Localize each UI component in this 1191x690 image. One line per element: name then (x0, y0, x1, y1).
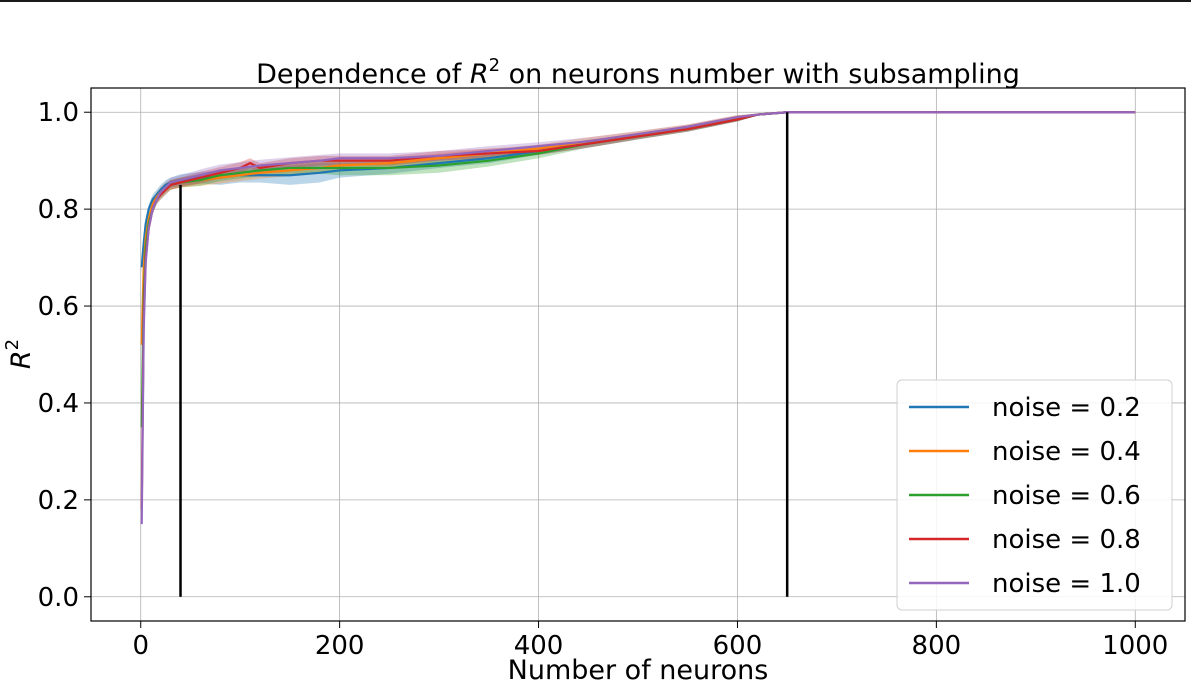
title-suffix: on neurons number with subsampling (500, 59, 1020, 90)
legend-box (896, 379, 1173, 611)
y-tick-label-0: 0.0 (38, 583, 79, 613)
title-prefix: Dependence of (256, 59, 470, 90)
y-tick-label-2: 0.4 (38, 389, 79, 419)
x-axis-label: Number of neurons (508, 655, 769, 686)
legend-label-2: noise = 0.6 (992, 481, 1141, 511)
x-tick-label-5: 1000 (1102, 631, 1168, 661)
x-tick-label-3: 600 (713, 631, 763, 661)
y-axis-ticks: 0.0 0.2 0.4 0.6 0.8 1.0 (38, 98, 91, 613)
legend: noise = 0.2 noise = 0.4 noise = 0.6 noise =… (896, 379, 1173, 611)
x-tick-label-0: 0 (132, 631, 149, 661)
chart-title: Dependence of R2 on neurons number with … (256, 55, 1020, 90)
y-tick-label-1: 0.2 (38, 486, 79, 516)
y-tick-label-5: 1.0 (38, 98, 79, 128)
legend-label-0: noise = 0.2 (992, 393, 1141, 423)
series-lines (140, 111, 1136, 525)
y-axis-label-sup: 2 (2, 339, 23, 350)
plot-frame (90, 87, 1186, 622)
y-axis-label: R2 (2, 339, 37, 369)
title-var: R (470, 59, 489, 90)
line-series-4 (140, 111, 1136, 525)
x-axis-ticks: 0 200 400 600 800 1000 (132, 621, 1168, 661)
x-tick-label-1: 200 (315, 631, 365, 661)
y-tick-label-3: 0.6 (38, 292, 79, 322)
y-tick-label-4: 0.8 (38, 195, 79, 225)
legend-label-1: noise = 0.4 (992, 437, 1141, 467)
y-axis-label-var: R (6, 350, 37, 369)
x-tick-label-4: 800 (912, 631, 962, 661)
legend-label-4: noise = 1.0 (992, 569, 1141, 599)
x-tick-label-2: 400 (514, 631, 564, 661)
legend-label-3: noise = 0.8 (992, 525, 1141, 555)
vertical-markers (179, 112, 789, 597)
title-sup: 2 (489, 55, 500, 76)
window-top-border (0, 0, 1191, 2)
